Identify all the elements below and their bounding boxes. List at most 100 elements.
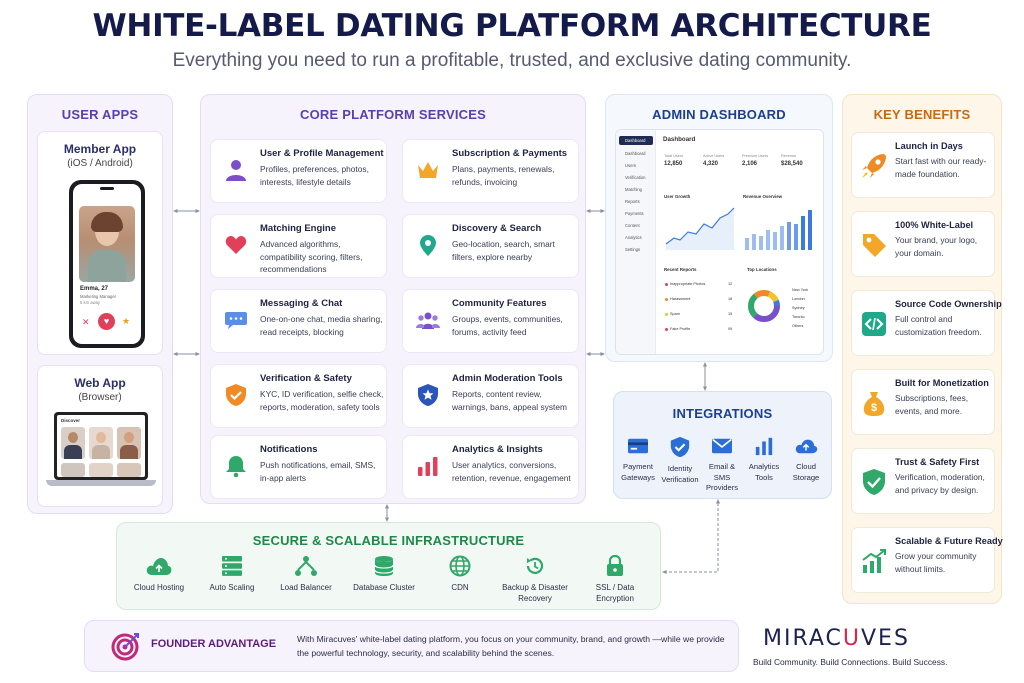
founder-advantage-title: FOUNDER ADVANTAGE — [151, 638, 277, 650]
infrastructure-panel: SECURE & SCALABLE INFRASTRUCTURE Cloud H… — [116, 522, 661, 610]
dislike-button[interactable]: ✕ — [82, 317, 90, 327]
web-profile-card — [61, 427, 85, 459]
admin-dashboard-panel: ADMIN DASHBOARD Dashboard Dashboard User… — [605, 94, 833, 362]
star-button[interactable]: ★ — [122, 316, 131, 326]
service-matching-engine: Matching Engine Advanced algorithms, com… — [210, 214, 387, 278]
crown-icon — [418, 162, 438, 178]
globe-icon — [449, 555, 471, 577]
cloud-upload-icon — [795, 439, 818, 454]
service-desc: One-on-one chat, media sharing, read rec… — [260, 314, 383, 337]
dashboard-nav-item[interactable]: Matching — [625, 187, 642, 192]
dashboard-nav-item[interactable]: Reports — [625, 199, 640, 204]
benefit-source-code: Source Code Ownership Full control and c… — [851, 290, 1002, 356]
core-services-panel: CORE PLATFORM SERVICES User & Profile Ma… — [200, 94, 586, 504]
report-count: 12 — [728, 282, 733, 286]
service-desc: Advanced algorithms, compatibility scori… — [260, 239, 363, 274]
report-name: Inappropriate Photos — [670, 282, 706, 286]
brand-tagline: Build Community. Build Connections. Buil… — [753, 657, 948, 667]
infra-auto-scaling: Auto Scaling — [197, 555, 267, 593]
code-icon — [862, 312, 886, 336]
stat-label: Revenue — [781, 154, 797, 158]
benefit-title: Launch in Days — [895, 141, 963, 151]
profile-name: Emma, 27 — [80, 286, 109, 292]
benefit-trust-safety: Trust & Safety First Verification, moder… — [851, 448, 995, 514]
web-app-card: Web App (Browser) Discover — [37, 365, 163, 507]
member-app-name: Member App — [63, 142, 137, 156]
integration-identity-verification: Identity Verification — [658, 436, 702, 485]
phone-mockup: Emma, 27 Marketing Manager 5 km away ✕ ♥… — [69, 180, 145, 348]
service-title: Notifications — [260, 444, 318, 455]
benefit-launch-in-days: Launch in Days Start fast with our ready… — [851, 132, 995, 198]
brand-logo: MIRACUVES — [763, 626, 910, 651]
service-title: Community Features — [452, 298, 547, 309]
service-community-features: Community Features Groups, events, commu… — [402, 289, 579, 353]
heart-icon — [225, 236, 247, 254]
growth-chart-icon — [862, 549, 886, 573]
service-desc: Profiles, preferences, photos, interests… — [260, 164, 369, 187]
service-title: Subscription & Payments — [452, 148, 568, 159]
shield-check-icon — [863, 469, 885, 495]
founder-advantage-panel: FOUNDER ADVANTAGE With Miracuves' white-… — [84, 620, 739, 672]
svg-text:$: $ — [871, 402, 877, 414]
dashboard-nav-item[interactable]: Settings — [625, 247, 641, 252]
user-growth-line-chart — [665, 207, 735, 250]
service-desc: Groups, events, communities, forums, act… — [452, 314, 563, 337]
dashboard-nav-item[interactable]: Dashboard — [625, 151, 646, 156]
stat-value: 4,320 — [703, 161, 719, 167]
user-growth-label: User Growth — [664, 194, 691, 199]
benefit-desc: Grow your community without limits. — [895, 551, 977, 574]
integration-analytics-tools: Analytics Tools — [742, 436, 786, 483]
web-profile-card — [117, 427, 141, 459]
dashboard-nav-item[interactable]: Content — [625, 223, 640, 228]
service-notifications: Notifications Push notifications, email,… — [210, 435, 387, 499]
integrations-panel: INTEGRATIONS Payment Gateways Identity V… — [613, 391, 832, 499]
dashboard-nav-item[interactable]: Dashboard — [625, 138, 646, 143]
rocket-icon — [862, 154, 886, 178]
benefit-monetization: $ Built for Monetization Subscriptions, … — [851, 369, 995, 435]
infra-ssl-encryption: SSL / Data Encryption — [580, 555, 650, 604]
service-desc: Push notifications, email, SMS, in-app a… — [260, 460, 376, 483]
infra-backup-recovery: Backup & Disaster Recovery — [500, 555, 570, 604]
revenue-bar-chart — [745, 210, 812, 250]
top-locations-label: Top Locations — [747, 267, 777, 272]
database-icon — [374, 556, 394, 576]
location-item: London — [792, 297, 805, 301]
server-stack-icon — [222, 556, 242, 576]
dashboard-screenshot: Dashboard Dashboard Users Verification M… — [615, 129, 824, 355]
dashboard-nav-item[interactable]: Payments — [625, 211, 644, 216]
cloud-icon — [146, 558, 172, 575]
shield-star-icon — [418, 384, 438, 406]
infra-label: Database Cluster — [353, 583, 415, 592]
benefit-desc: Subscriptions, fees, events, and more. — [895, 393, 969, 416]
service-desc: KYC, ID verification, selfie check, repo… — [260, 389, 384, 412]
integration-email-sms: Email & SMS Providers — [700, 436, 744, 494]
integration-cloud-storage: Cloud Storage — [784, 436, 828, 483]
infra-cdn: CDN — [425, 555, 495, 593]
service-messaging-chat: Messaging & Chat One-on-one chat, media … — [210, 289, 387, 353]
integration-label: Analytics Tools — [748, 462, 780, 482]
service-admin-moderation: Admin Moderation Tools Reports, content … — [402, 364, 579, 428]
service-title: Matching Engine — [260, 223, 336, 234]
dashboard-nav-item[interactable]: Analytics — [625, 235, 642, 240]
web-profile-card — [89, 427, 113, 459]
page-title: WHITE-LABEL DATING PLATFORM ARCHITECTURE — [92, 8, 932, 44]
dashboard-nav-item[interactable]: Users — [625, 163, 636, 168]
service-title: Analytics & Insights — [452, 444, 543, 455]
service-title: Discovery & Search — [452, 223, 542, 234]
benefit-desc: Verification, moderation, and privacy by… — [895, 472, 985, 495]
location-item: New York — [792, 288, 809, 292]
infra-database-cluster: Database Cluster — [349, 555, 419, 593]
like-button[interactable]: ♥ — [98, 313, 115, 330]
dashboard-nav-item[interactable]: Verification — [625, 175, 646, 180]
dashboard-nav-active[interactable] — [619, 136, 653, 145]
service-verification-safety: Verification & Safety KYC, ID verificati… — [210, 364, 387, 428]
locations-donut-chart — [748, 290, 780, 322]
benefit-title: Built for Monetization — [895, 378, 989, 388]
benefit-title: Source Code Ownership — [895, 299, 1002, 309]
location-item: Others — [792, 324, 804, 328]
stat-label: Premium Users — [742, 154, 769, 158]
key-benefits-panel: KEY BENEFITS Launch in Days Start fast w… — [842, 94, 1003, 604]
group-icon — [416, 312, 440, 329]
payment-card-icon — [628, 438, 648, 454]
report-count: 18 — [728, 297, 733, 301]
